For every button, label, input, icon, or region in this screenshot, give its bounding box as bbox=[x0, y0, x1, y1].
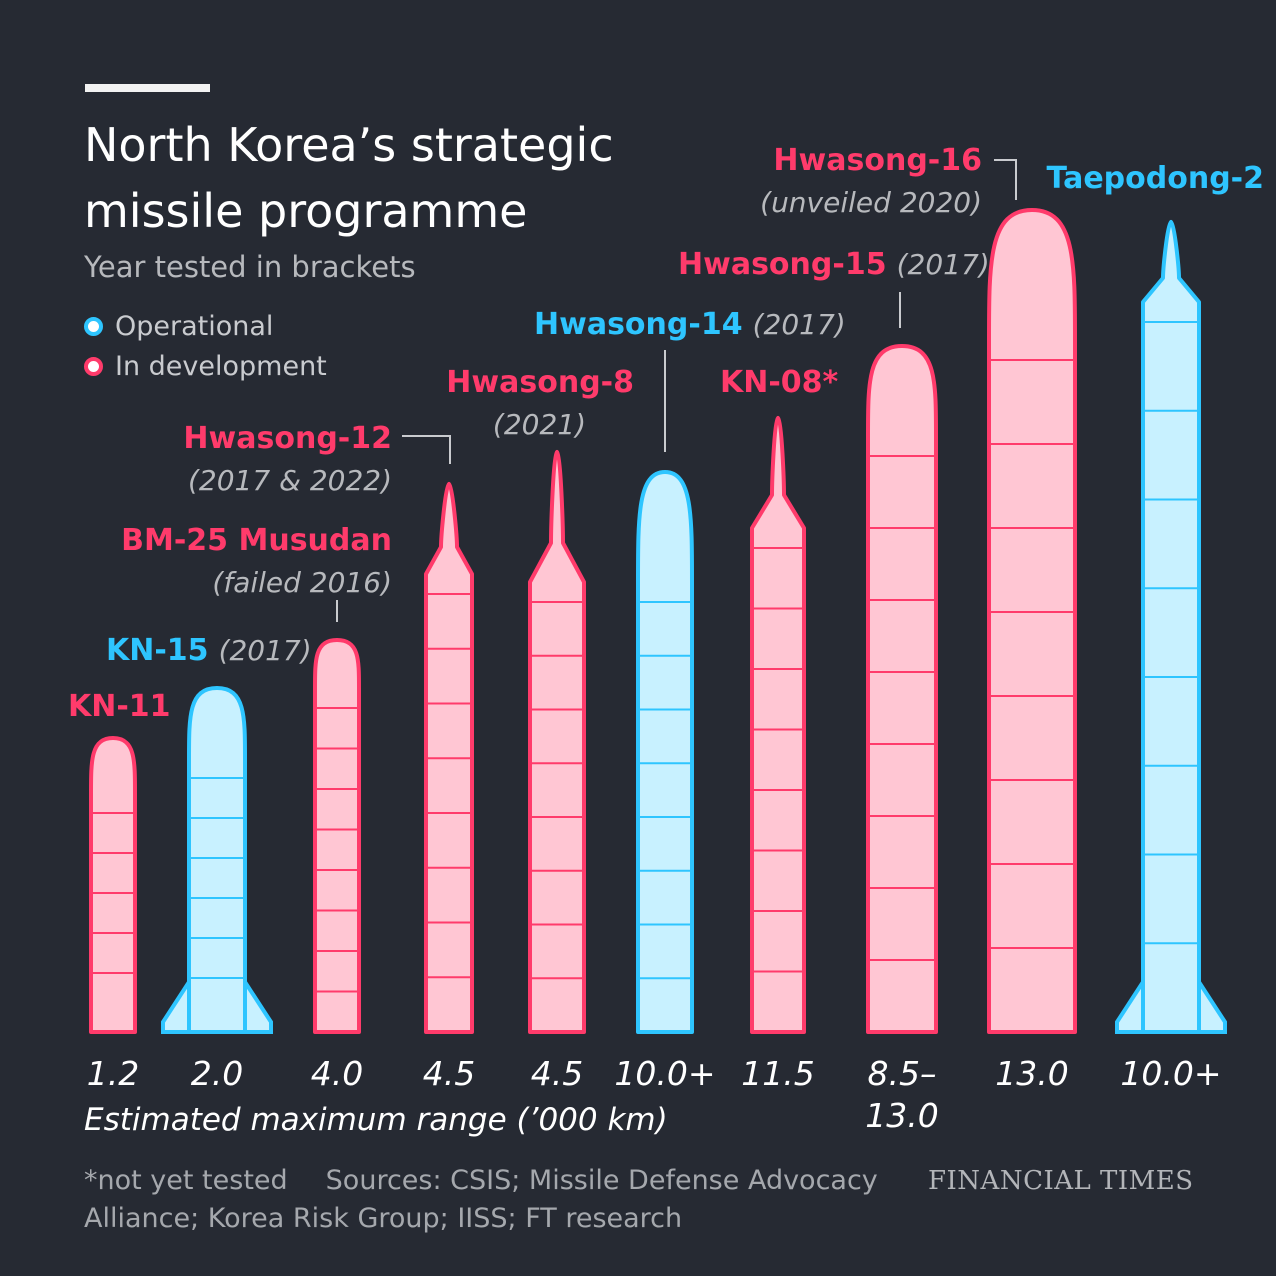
legend-label-in-development: In development bbox=[115, 350, 327, 382]
missile-year-label: (2021) bbox=[493, 408, 586, 441]
legend-item-operational: Operational bbox=[84, 306, 327, 346]
missile-shape bbox=[750, 416, 806, 1034]
missile-name-label: KN-11 bbox=[68, 689, 171, 724]
range-tick-label: 4.5 bbox=[423, 1054, 475, 1093]
page-title: North Korea’s strategic missile programm… bbox=[84, 118, 614, 238]
missile-name-label: KN-15 bbox=[106, 633, 209, 668]
missile-name-label: Hwasong-12 bbox=[183, 421, 392, 456]
title-rule bbox=[85, 84, 210, 92]
subtitle: Year tested in brackets bbox=[84, 250, 416, 284]
missile-fin bbox=[1197, 975, 1227, 1034]
sources: Sources: CSIS; Missile Defense Advocacy … bbox=[84, 1165, 878, 1234]
brand-logo: FINANCIAL TIMES bbox=[928, 1166, 1194, 1196]
range-tick-label: 4.5 bbox=[531, 1054, 583, 1093]
missile-shape bbox=[1141, 220, 1201, 1034]
missile-name-label: Hwasong-14 bbox=[534, 307, 743, 342]
missile-name-label: Hwasong-8 bbox=[446, 365, 634, 400]
leader-line bbox=[402, 435, 451, 464]
in-development-dot-icon bbox=[84, 356, 103, 376]
missile-year-label: (2017) bbox=[219, 634, 312, 667]
range-tick-label: 11.5 bbox=[741, 1054, 814, 1093]
missile-fin bbox=[243, 975, 273, 1034]
operational-dot-icon bbox=[84, 316, 103, 336]
missile-shape bbox=[866, 344, 938, 1034]
range-tick-label: 10.0+ bbox=[1120, 1054, 1221, 1093]
legend-item-in-development: In development bbox=[84, 346, 327, 386]
missile-name-label: Taepodong-2 bbox=[1046, 161, 1264, 196]
missile-name-label: Hwasong-15 bbox=[678, 247, 887, 282]
range-tick-label: 2.0 bbox=[191, 1054, 243, 1093]
missile-name-label: KN-08* bbox=[720, 365, 839, 400]
x-axis-label: Estimated maximum range (’000 km) bbox=[84, 1102, 668, 1138]
missile-shape bbox=[187, 686, 247, 1034]
missile-name-label: Hwasong-16 bbox=[773, 143, 982, 178]
missile-shape bbox=[89, 736, 137, 1034]
missile-shape bbox=[636, 470, 694, 1034]
range-tick-label: 10.0+ bbox=[614, 1054, 715, 1093]
missile-year-label: (2017 & 2022) bbox=[188, 464, 392, 497]
missile-shape bbox=[528, 450, 586, 1034]
range-tick-label: 13.0 bbox=[865, 1096, 938, 1135]
range-tick-label: 4.0 bbox=[311, 1054, 363, 1093]
missile-shape bbox=[987, 208, 1077, 1034]
footnote: *not yet tested bbox=[84, 1165, 288, 1196]
missile-fin bbox=[161, 975, 191, 1034]
range-tick-label: 13.0 bbox=[995, 1054, 1068, 1093]
missile-year-label: (2017) bbox=[897, 248, 990, 281]
missile-fin bbox=[1115, 975, 1145, 1034]
range-tick-label: 8.5– bbox=[868, 1054, 937, 1093]
missile-year-label: (unveiled 2020) bbox=[760, 186, 982, 219]
footer: *not yet tested Sources: CSIS; Missile De… bbox=[84, 1162, 904, 1238]
range-tick-label: 1.2 bbox=[87, 1054, 139, 1093]
missile-shape bbox=[313, 638, 361, 1034]
missile-year-label: (failed 2016) bbox=[212, 566, 392, 599]
legend-label-operational: Operational bbox=[115, 310, 274, 342]
leader-line bbox=[994, 159, 1017, 200]
missile-name-label: BM-25 Musudan bbox=[121, 523, 392, 558]
legend: Operational In development bbox=[84, 306, 327, 386]
missile-year-label: (2017) bbox=[753, 308, 846, 341]
